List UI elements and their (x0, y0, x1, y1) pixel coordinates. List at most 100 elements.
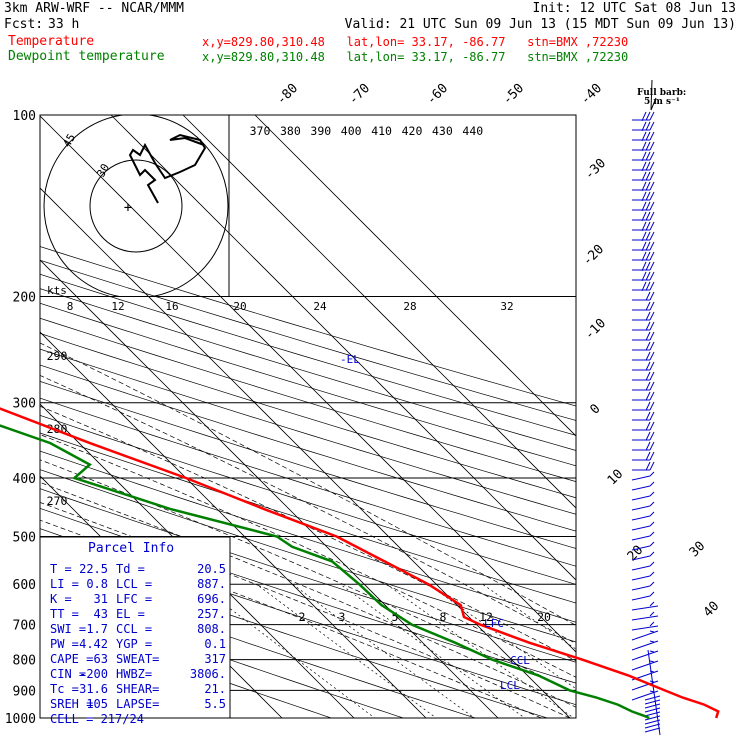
barb-flag (649, 291, 655, 301)
theta-label: 430 (432, 124, 453, 138)
barb-flag (649, 301, 655, 311)
barb-flag (649, 171, 655, 181)
level-marker-ccl: CCL (510, 654, 530, 667)
dry-adiabat (40, 414, 576, 585)
ccl-label: CCL (510, 654, 530, 667)
barb-staff (631, 515, 651, 521)
pressure-label: 500 (13, 530, 36, 545)
barb-flag (645, 201, 651, 211)
model-title: 3km ARW-WRF -- NCAR/MMM (4, 1, 185, 16)
parcel-row: SREH =105 LAPSE= 5.5 (50, 697, 226, 711)
wind-barb (632, 151, 655, 162)
parcel-value: 1.7 (86, 622, 108, 636)
plot-frame (39, 114, 577, 719)
barb-flag (641, 111, 647, 122)
barb-flag (649, 261, 655, 271)
barb-flag (645, 231, 651, 241)
wind-barb (631, 531, 655, 541)
wind-barbs (631, 79, 661, 736)
dry-adiabat (40, 317, 576, 482)
mixing-ratio-label: 12 (479, 610, 493, 624)
barb-flag (641, 241, 647, 252)
barb-flag (641, 221, 647, 232)
barb-staff (644, 707, 661, 713)
barb-flag (649, 621, 655, 627)
barb-flag (641, 281, 647, 292)
parcel-box-frame (39, 536, 231, 719)
wind-barb (631, 541, 655, 551)
barb-flag (641, 121, 647, 132)
isotherm-label: -70 (346, 81, 373, 108)
wind-barb (631, 601, 659, 611)
dry-adiabat (40, 246, 576, 407)
wind-barb (632, 241, 655, 252)
mixing-ratio-line (427, 583, 576, 690)
barb-staff (631, 475, 651, 481)
barb-flag (649, 191, 655, 201)
isotherm (40, 331, 427, 718)
barb-flag (645, 171, 651, 181)
theta-label: 400 (341, 124, 362, 138)
barb-staff (644, 723, 661, 729)
barb-staff (631, 585, 651, 591)
pressure-label: 700 (13, 619, 36, 634)
barb-flag (649, 551, 655, 557)
dry-adiabat (40, 450, 576, 623)
parcel-label: EL = (116, 607, 145, 621)
wind-barb (632, 221, 655, 232)
barb-flag (641, 131, 647, 142)
barb-flag (645, 331, 651, 341)
dry-adiabat (40, 302, 576, 467)
parcel-value: 31 (94, 592, 108, 606)
barb-flag (645, 441, 651, 451)
barb-flag (649, 131, 655, 141)
parcel-value: 21. (204, 682, 226, 696)
mixing-ratio-label: 20 (537, 610, 551, 624)
wind-barb (631, 660, 659, 671)
dewpoint-profile (0, 424, 650, 720)
parcel-row: CAPE = 63 SWEAT= 317 (50, 652, 226, 666)
hodograph-ring-label: 45 (60, 132, 78, 150)
wind-barb (632, 401, 655, 411)
temperature-legend: Temperature (8, 34, 95, 49)
barb-staff (644, 695, 661, 701)
barb-flag (645, 371, 651, 381)
barb-flag (645, 221, 651, 231)
barb-flag (649, 611, 655, 617)
wind-barb-lower-cluster (644, 649, 661, 736)
wind-barb (632, 181, 655, 192)
hodograph-speed-label: 20 (233, 300, 246, 313)
wind-barb (631, 561, 655, 571)
dry-adiabat (40, 333, 576, 499)
wind-barb (631, 521, 655, 531)
wind-barb (632, 351, 655, 361)
barb-staff (631, 555, 651, 561)
pressure-label: 900 (13, 684, 36, 699)
barb-flag (649, 141, 655, 151)
barb-flag (649, 181, 655, 191)
isotherm-label: -20 (580, 242, 607, 269)
dry-adiabat (40, 592, 405, 718)
barb-flag (649, 591, 655, 597)
parcel-label: Tc = (50, 682, 79, 696)
barb-flag (649, 281, 655, 291)
wind-barb (632, 411, 655, 421)
isotherm-label: 30 (687, 539, 709, 561)
barb-flag (645, 191, 651, 201)
barb-flag (649, 201, 655, 211)
theta-label: 370 (250, 124, 271, 138)
barb-flag (649, 311, 655, 321)
parcel-label: Td = (116, 562, 145, 576)
wind-barb (632, 141, 655, 152)
hodograph-unit: kts (47, 284, 67, 297)
parcel-value: 887. (197, 577, 226, 591)
barb-flag (649, 571, 655, 577)
barb-flag (649, 231, 655, 241)
barb-staff (631, 545, 651, 551)
wind-barb (631, 650, 659, 661)
barb-staff (631, 525, 651, 531)
theta-label: 420 (402, 124, 423, 138)
init-time: Init: 12 UTC Sat 08 Jun 13 (532, 1, 737, 16)
barb-flag (645, 261, 651, 271)
isotherm-label: -50 (500, 81, 527, 108)
